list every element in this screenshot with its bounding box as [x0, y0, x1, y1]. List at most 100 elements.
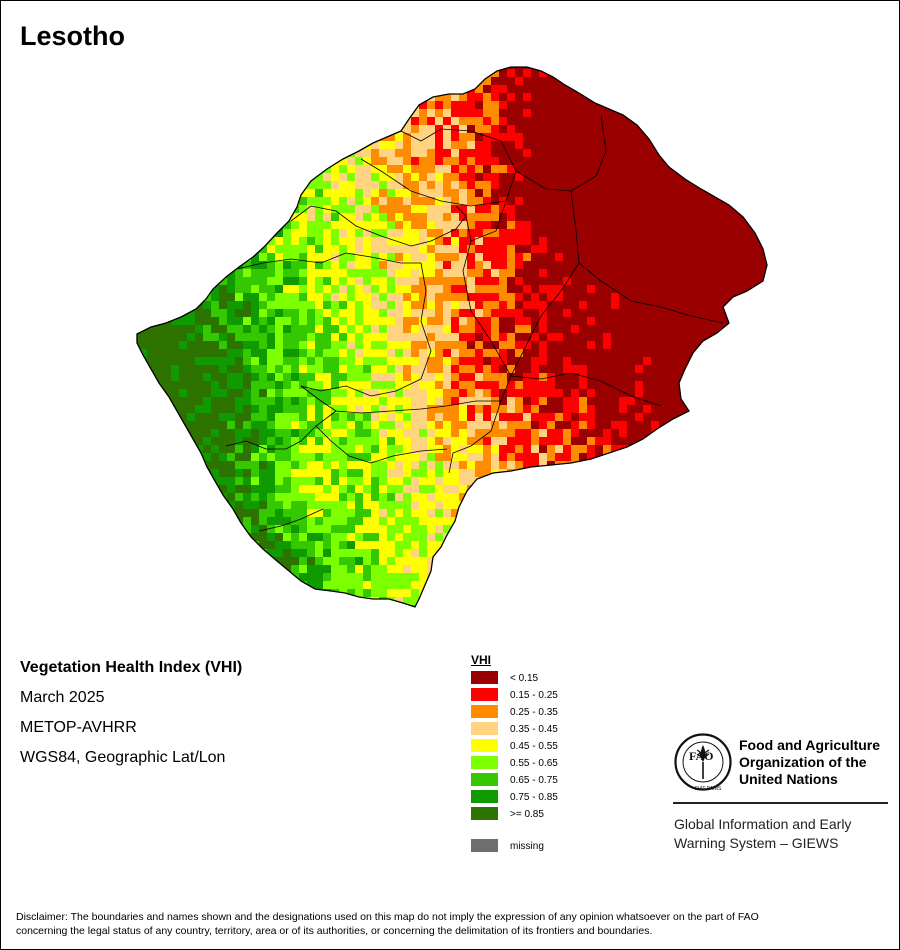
- vhi-cell: [283, 533, 291, 541]
- vhi-cell: [499, 469, 507, 477]
- vhi-cell: [491, 253, 499, 261]
- vhi-cell: [635, 165, 643, 173]
- vhi-cell: [307, 277, 315, 285]
- vhi-cell: [411, 181, 419, 189]
- vhi-cell: [651, 85, 659, 93]
- vhi-cell: [275, 365, 283, 373]
- vhi-cell: [499, 133, 507, 141]
- vhi-cell: [211, 317, 219, 325]
- vhi-cell: [227, 389, 235, 397]
- vhi-cell: [235, 373, 243, 381]
- vhi-cell: [707, 261, 715, 269]
- vhi-cell: [379, 237, 387, 245]
- vhi-cell: [467, 133, 475, 141]
- vhi-cell: [187, 221, 195, 229]
- vhi-cell: [179, 485, 187, 493]
- vhi-cell: [547, 517, 555, 525]
- vhi-cell: [683, 157, 691, 165]
- vhi-cell: [419, 117, 427, 125]
- vhi-cell: [451, 365, 459, 373]
- vhi-cell: [547, 397, 555, 405]
- vhi-cell: [507, 477, 515, 485]
- vhi-cell: [619, 469, 627, 477]
- vhi-cell: [443, 541, 451, 549]
- vhi-cell: [195, 245, 203, 253]
- vhi-cell: [507, 117, 515, 125]
- vhi-cell: [651, 533, 659, 541]
- vhi-cell: [731, 485, 739, 493]
- vhi-cell: [587, 101, 595, 109]
- vhi-cell: [139, 157, 147, 165]
- vhi-cell: [171, 389, 179, 397]
- vhi-cell: [347, 445, 355, 453]
- vhi-cell: [347, 125, 355, 133]
- vhi-cell: [251, 373, 259, 381]
- vhi-cell: [715, 373, 723, 381]
- vhi-cell: [451, 429, 459, 437]
- vhi-cell: [547, 501, 555, 509]
- vhi-cell: [267, 253, 275, 261]
- vhi-cell: [643, 461, 651, 469]
- vhi-cell: [291, 189, 299, 197]
- vhi-cell: [475, 325, 483, 333]
- vhi-cell: [699, 67, 707, 69]
- vhi-cell: [227, 85, 235, 93]
- vhi-cell: [195, 421, 203, 429]
- vhi-cell: [203, 205, 211, 213]
- vhi-cell: [163, 477, 171, 485]
- vhi-cell: [339, 69, 347, 77]
- vhi-cell: [483, 445, 491, 453]
- vhi-cell: [467, 349, 475, 357]
- vhi-cell: [667, 213, 675, 221]
- vhi-cell: [755, 69, 763, 77]
- vhi-cell: [587, 405, 595, 413]
- vhi-cell: [275, 149, 283, 157]
- vhi-cell: [195, 189, 203, 197]
- vhi-cell: [195, 237, 203, 245]
- vhi-cell: [507, 485, 515, 493]
- vhi-cell: [307, 149, 315, 157]
- vhi-cell: [539, 397, 547, 405]
- vhi-cell: [571, 93, 579, 101]
- vhi-cell: [731, 381, 739, 389]
- vhi-cell: [267, 157, 275, 165]
- vhi-cell: [763, 541, 767, 549]
- vhi-cell: [627, 397, 635, 405]
- vhi-cell: [267, 349, 275, 357]
- vhi-cell: [699, 245, 707, 253]
- vhi-cell: [659, 109, 667, 117]
- vhi-cell: [619, 525, 627, 533]
- vhi-cell: [611, 205, 619, 213]
- vhi-cell: [715, 67, 723, 69]
- vhi-cell: [499, 189, 507, 197]
- vhi-cell: [139, 237, 147, 245]
- vhi-cell: [635, 461, 643, 469]
- vhi-cell: [203, 67, 211, 69]
- vhi-cell: [171, 69, 179, 77]
- vhi-cell: [299, 477, 307, 485]
- vhi-cell: [547, 325, 555, 333]
- vhi-cell: [699, 437, 707, 445]
- vhi-cell: [235, 461, 243, 469]
- vhi-cell: [555, 165, 563, 173]
- vhi-cell: [747, 485, 755, 493]
- vhi-cell: [179, 125, 187, 133]
- vhi-cell: [483, 269, 491, 277]
- vhi-cell: [395, 445, 403, 453]
- vhi-cell: [459, 141, 467, 149]
- vhi-cell: [739, 509, 747, 517]
- vhi-cell: [347, 517, 355, 525]
- vhi-cell: [515, 173, 523, 181]
- vhi-cell: [155, 501, 163, 509]
- vhi-cell: [643, 269, 651, 277]
- vhi-cell: [499, 237, 507, 245]
- vhi-cell: [163, 373, 171, 381]
- vhi-cell: [179, 245, 187, 253]
- vhi-cell: [675, 173, 683, 181]
- vhi-cell: [227, 309, 235, 317]
- vhi-cell: [771, 69, 779, 77]
- vhi-cell: [723, 485, 731, 493]
- vhi-cell: [579, 197, 587, 205]
- vhi-cell: [451, 453, 459, 461]
- vhi-cell: [137, 381, 139, 389]
